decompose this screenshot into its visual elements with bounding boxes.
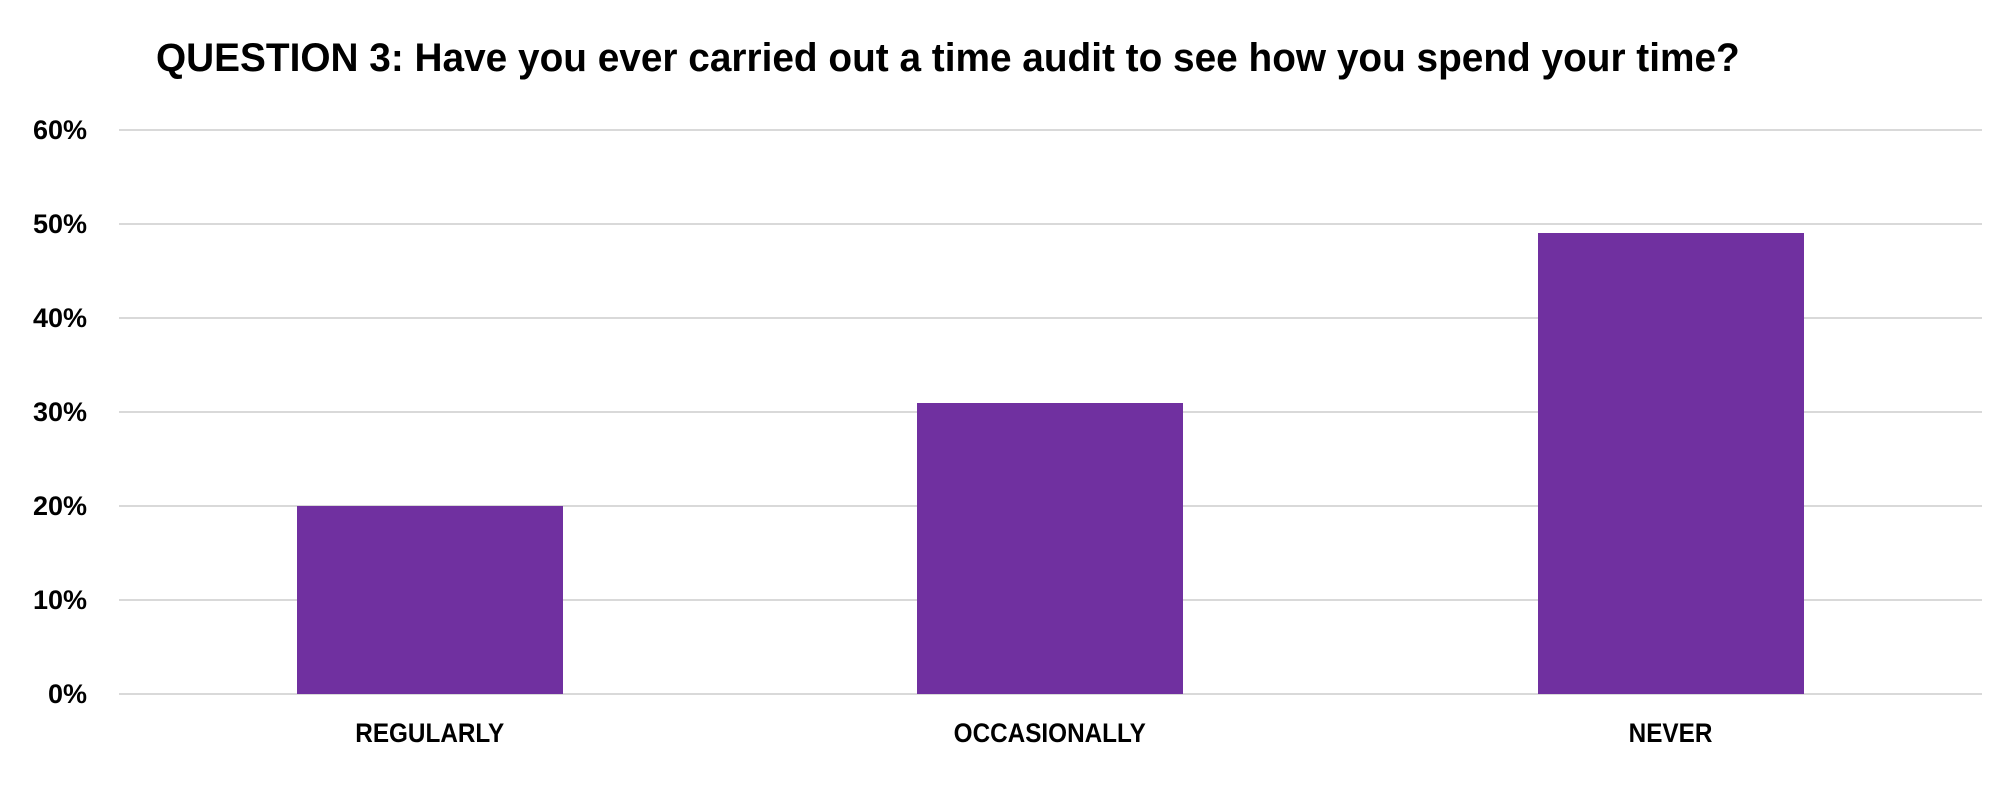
y-tick-label: 10% xyxy=(32,585,87,615)
bar-regularly xyxy=(297,506,563,694)
y-tick-label: 20% xyxy=(32,491,87,521)
bar-occasionally xyxy=(917,402,1183,694)
y-tick-label: 30% xyxy=(32,397,87,427)
gridline-0 xyxy=(119,693,1982,695)
y-tick-label: 40% xyxy=(32,303,87,333)
gridline-60 xyxy=(119,129,1982,131)
x-category-label: NEVER xyxy=(1471,716,1871,750)
x-category-text: NEVER xyxy=(1629,718,1713,748)
x-category-label: REGULARLY xyxy=(230,716,630,750)
x-category-text: REGULARLY xyxy=(355,718,505,748)
y-tick-label: 0% xyxy=(47,679,87,709)
x-category-label: OCCASIONALLY xyxy=(850,716,1250,750)
bar-never xyxy=(1538,233,1804,694)
x-category-text: OCCASIONALLY xyxy=(953,718,1147,748)
plot-area xyxy=(119,129,1982,695)
gridline-40 xyxy=(119,317,1982,319)
chart-title: QUESTION 3: Have you ever carried out a … xyxy=(156,36,1740,80)
y-tick-label: 60% xyxy=(32,115,87,145)
gridline-50 xyxy=(119,223,1982,225)
y-tick-label: 50% xyxy=(32,209,87,239)
